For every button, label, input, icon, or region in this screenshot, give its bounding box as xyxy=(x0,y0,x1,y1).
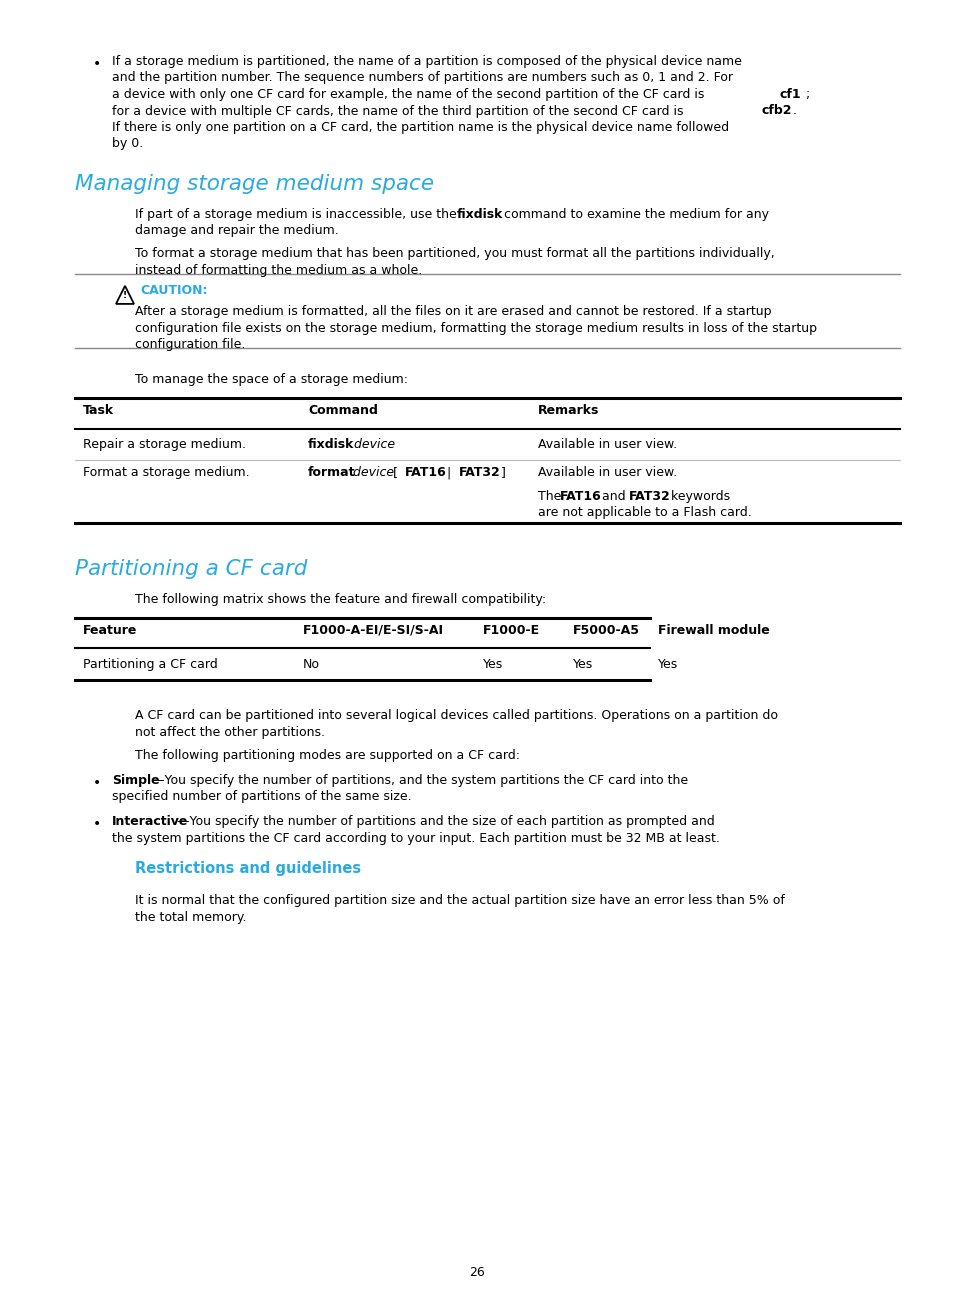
Text: To manage the space of a storage medium:: To manage the space of a storage medium: xyxy=(135,373,408,386)
Text: !: ! xyxy=(123,290,127,299)
Text: a device with only one CF card for example, the name of the second partition of : a device with only one CF card for examp… xyxy=(112,88,708,101)
Text: Yes: Yes xyxy=(573,658,593,671)
Text: Available in user view.: Available in user view. xyxy=(537,467,677,480)
Text: Partitioning a CF card: Partitioning a CF card xyxy=(83,658,217,671)
Text: the system partitions the CF card according to your input. Each partition must b: the system partitions the CF card accord… xyxy=(112,832,720,845)
Text: the total memory.: the total memory. xyxy=(135,911,246,924)
Text: Remarks: Remarks xyxy=(537,404,598,417)
Text: No: No xyxy=(303,658,319,671)
Text: fixdisk: fixdisk xyxy=(456,207,503,220)
Text: Interactive: Interactive xyxy=(112,815,188,828)
Text: •: • xyxy=(92,776,101,789)
Text: not affect the other partitions.: not affect the other partitions. xyxy=(135,726,325,739)
Text: The: The xyxy=(537,490,565,503)
Text: are not applicable to a Flash card.: are not applicable to a Flash card. xyxy=(537,505,751,520)
Text: configuration file exists on the storage medium, formatting the storage medium r: configuration file exists on the storage… xyxy=(135,321,816,334)
Text: Simple: Simple xyxy=(112,774,159,787)
Text: format: format xyxy=(308,467,355,480)
Text: command to examine the medium for any: command to examine the medium for any xyxy=(499,207,768,220)
Text: and: and xyxy=(598,490,629,503)
Text: If part of a storage medium is inaccessible, use the: If part of a storage medium is inaccessi… xyxy=(135,207,460,220)
Text: FAT16: FAT16 xyxy=(559,490,601,503)
Text: F1000-E: F1000-E xyxy=(482,623,539,636)
Text: —You specify the number of partitions, and the system partitions the CF card int: —You specify the number of partitions, a… xyxy=(152,774,687,787)
Text: device: device xyxy=(350,438,395,451)
Text: •: • xyxy=(92,57,101,71)
Text: F5000-A5: F5000-A5 xyxy=(573,623,639,636)
Text: |: | xyxy=(442,467,455,480)
Text: Command: Command xyxy=(308,404,377,417)
Text: specified number of partitions of the same size.: specified number of partitions of the sa… xyxy=(112,791,411,804)
Text: The following partitioning modes are supported on a CF card:: The following partitioning modes are sup… xyxy=(135,749,519,762)
Text: FAT32: FAT32 xyxy=(628,490,670,503)
Text: If a storage medium is partitioned, the name of a partition is composed of the p: If a storage medium is partitioned, the … xyxy=(112,54,741,67)
Text: instead of formatting the medium as a whole.: instead of formatting the medium as a wh… xyxy=(135,264,422,277)
Text: by 0.: by 0. xyxy=(112,137,143,150)
Text: Repair a storage medium.: Repair a storage medium. xyxy=(83,438,246,451)
Text: Available in user view.: Available in user view. xyxy=(537,438,677,451)
Text: ;: ; xyxy=(805,88,809,101)
Text: ]: ] xyxy=(497,467,505,480)
Text: and the partition number. The sequence numbers of partitions are numbers such as: and the partition number. The sequence n… xyxy=(112,71,732,84)
Text: Yes: Yes xyxy=(658,658,678,671)
Text: Yes: Yes xyxy=(482,658,503,671)
Text: •: • xyxy=(92,816,101,831)
Text: Restrictions and guidelines: Restrictions and guidelines xyxy=(135,862,361,876)
Text: cf1: cf1 xyxy=(780,88,801,101)
Text: Firewall module: Firewall module xyxy=(658,623,769,636)
Text: After a storage medium is formatted, all the files on it are erased and cannot b: After a storage medium is formatted, all… xyxy=(135,306,771,319)
Text: keywords: keywords xyxy=(666,490,729,503)
Text: —You specify the number of partitions and the size of each partition as prompted: —You specify the number of partitions an… xyxy=(177,815,714,828)
Text: cfb2: cfb2 xyxy=(761,105,792,118)
Text: To format a storage medium that has been partitioned, you must format all the pa: To format a storage medium that has been… xyxy=(135,248,774,260)
Text: for a device with multiple CF cards, the name of the third partition of the seco: for a device with multiple CF cards, the… xyxy=(112,105,687,118)
Text: [: [ xyxy=(389,467,401,480)
Text: It is normal that the configured partition size and the actual partition size ha: It is normal that the configured partiti… xyxy=(135,894,784,907)
Text: fixdisk: fixdisk xyxy=(308,438,354,451)
Text: configuration file.: configuration file. xyxy=(135,338,245,351)
Text: FAT16: FAT16 xyxy=(405,467,446,480)
Text: FAT32: FAT32 xyxy=(458,467,500,480)
Text: damage and repair the medium.: damage and repair the medium. xyxy=(135,224,338,237)
Text: .: . xyxy=(792,105,796,118)
Text: F1000-A-EI/E-SI/S-AI: F1000-A-EI/E-SI/S-AI xyxy=(303,623,443,636)
Text: Task: Task xyxy=(83,404,114,417)
Text: Managing storage medium space: Managing storage medium space xyxy=(75,174,434,194)
Text: If there is only one partition on a CF card, the partition name is the physical : If there is only one partition on a CF c… xyxy=(112,121,728,133)
Text: 26: 26 xyxy=(469,1266,484,1279)
Text: Partitioning a CF card: Partitioning a CF card xyxy=(75,559,307,579)
Text: A CF card can be partitioned into several logical devices called partitions. Ope: A CF card can be partitioned into severa… xyxy=(135,709,778,722)
Text: The following matrix shows the feature and firewall compatibility:: The following matrix shows the feature a… xyxy=(135,594,545,607)
Text: CAUTION:: CAUTION: xyxy=(140,284,208,297)
Text: Feature: Feature xyxy=(83,623,137,636)
Text: device: device xyxy=(349,467,394,480)
Text: Format a storage medium.: Format a storage medium. xyxy=(83,467,250,480)
